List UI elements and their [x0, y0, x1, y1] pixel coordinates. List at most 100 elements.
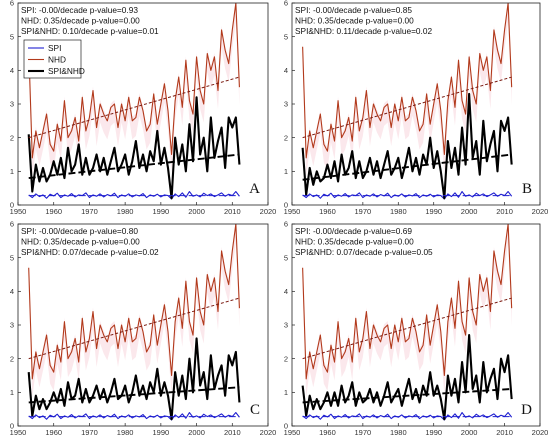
x-tick-label: 1990: [153, 428, 170, 437]
series-line-nhd: [302, 224, 513, 380]
panel-letter: D: [521, 402, 532, 418]
stat-line-3: SPI&NHD: 0.11/decade p-value=0.02: [295, 26, 432, 36]
y-tick-label: 1: [284, 167, 288, 176]
panel-letter: C: [250, 402, 260, 418]
stat-line-3: SPI&NHD: 0.10/decade p-value=0.01: [21, 26, 159, 36]
nhd-shade-band: [302, 3, 512, 177]
series-line-spi-nhd: [27, 337, 241, 421]
y-tick-label: 2: [284, 133, 288, 142]
y-tick-label: 3: [284, 100, 288, 109]
stat-line-1: SPI: -0.00/decade p-value=0.69: [295, 226, 412, 236]
x-tick-label: 2000: [461, 207, 478, 216]
x-tick-label: 2010: [496, 207, 513, 216]
x-tick-label: 1980: [117, 207, 134, 216]
stat-line-2: NHD: 0.35/decade p-value=0.00: [21, 237, 140, 247]
stat-line-3: SPI&NHD: 0.07/decade p-value=0.05: [295, 247, 433, 257]
x-tick-label: 1950: [284, 428, 301, 437]
stat-line-1: SPI: -0.00/decade p-value=0.93: [21, 5, 138, 15]
x-tick-label: 2020: [532, 428, 549, 437]
y-tick-label: 4: [10, 66, 14, 75]
y-tick-label: 5: [10, 32, 14, 41]
y-tick-label: 5: [284, 32, 288, 41]
y-tick-label: 2: [284, 354, 288, 363]
panel-letter: B: [522, 181, 532, 197]
stat-line-2: NHD: 0.35/decade p-value=0.00: [295, 16, 414, 26]
x-tick-label: 2000: [188, 428, 205, 437]
y-tick-label: 1: [284, 388, 288, 397]
y-tick-label: 1: [10, 388, 14, 397]
stat-line-2: NHD: 0.35/decade p-value=0.00: [295, 237, 414, 247]
series-line-nhd: [28, 3, 240, 159]
x-tick-label: 1960: [45, 207, 62, 216]
y-tick-label: 3: [10, 321, 14, 330]
nhd-shade-band: [28, 3, 240, 177]
y-tick-label: 4: [284, 66, 288, 75]
x-tick-label: 1960: [319, 428, 336, 437]
x-tick-label: 2020: [260, 207, 277, 216]
y-tick-label: 6: [284, 0, 288, 8]
x-tick-label: 1970: [355, 428, 372, 437]
legend-label-spi: SPI: [48, 43, 61, 53]
x-tick-label: 1970: [81, 428, 98, 437]
x-tick-label: 1990: [425, 428, 442, 437]
nhd-shade-band: [302, 224, 512, 398]
series-line-nhd: [302, 3, 513, 159]
y-tick-label: 5: [284, 253, 288, 262]
stat-line-1: SPI: -0.00/decade p-value=0.80: [21, 226, 138, 236]
y-tick-label: 2: [10, 133, 14, 142]
series-line-spi-nhd: [301, 92, 513, 200]
y-tick-label: 6: [10, 220, 14, 229]
x-tick-label: 2000: [188, 207, 205, 216]
panel-letter: A: [249, 181, 260, 197]
legend-label-nhd: NHD: [48, 55, 66, 65]
panel-c: 1950 1960 1970 1980 1990 2000 2010 20200123456S…: [10, 220, 277, 437]
x-tick-label: 2020: [532, 207, 549, 216]
x-tick-label: 1970: [81, 207, 98, 216]
x-tick-label: 1980: [390, 428, 407, 437]
x-tick-label: 1960: [319, 207, 336, 216]
x-tick-label: 1990: [153, 207, 170, 216]
stat-line-1: SPI: -0.00/decade p-value=0.85: [295, 5, 412, 15]
x-tick-label: 2000: [461, 428, 478, 437]
panel-b: 1950 1960 1970 1980 1990 2000 2010 20200123456S…: [284, 0, 549, 216]
trend-line-nhd: [28, 297, 240, 360]
y-tick-label: 4: [10, 287, 14, 296]
x-tick-label: 1950: [10, 207, 27, 216]
x-tick-label: 2010: [224, 207, 241, 216]
trend-line-nhd: [302, 297, 512, 360]
panel-a: 1950 1960 1970 1980 1990 2000 2010 20200123456S…: [10, 0, 277, 216]
panel-d: 1950 1960 1970 1980 1990 2000 2010 20200123456S…: [284, 220, 549, 437]
y-tick-label: 0: [10, 201, 14, 210]
y-tick-label: 0: [10, 422, 14, 431]
y-tick-label: 3: [284, 321, 288, 330]
nhd-shade-band: [28, 224, 240, 398]
series-line-spi-nhd: [301, 334, 513, 421]
x-tick-label: 1950: [284, 207, 301, 216]
x-tick-label: 2020: [260, 428, 277, 437]
x-tick-label: 1970: [355, 207, 372, 216]
y-tick-label: 4: [284, 287, 288, 296]
y-tick-label: 1: [10, 167, 14, 176]
x-tick-label: 1960: [45, 428, 62, 437]
y-tick-label: 0: [284, 422, 288, 431]
y-tick-label: 2: [10, 354, 14, 363]
x-tick-label: 1980: [390, 207, 407, 216]
x-tick-label: 2010: [496, 428, 513, 437]
x-tick-label: 2010: [224, 428, 241, 437]
y-tick-label: 3: [10, 100, 14, 109]
legend-label-spi-nhd: SPI&NHD: [48, 66, 85, 76]
trend-line-nhd: [28, 76, 240, 139]
x-tick-label: 1990: [425, 207, 442, 216]
trend-line-spi-nhd: [302, 388, 512, 404]
trend-line-spi-nhd: [302, 153, 512, 181]
x-tick-label: 1980: [117, 428, 134, 437]
y-tick-label: 5: [10, 253, 14, 262]
stat-line-3: SPI&NHD: 0.07/decade p-value=0.02: [21, 247, 159, 257]
y-tick-label: 6: [284, 220, 288, 229]
stat-line-2: NHD: 0.35/decade p-value=0.00: [21, 16, 140, 26]
series-line-nhd: [28, 224, 240, 380]
trend-line-spi-nhd: [28, 386, 240, 404]
trend-line-spi-nhd: [28, 153, 240, 180]
y-tick-label: 6: [10, 0, 14, 8]
